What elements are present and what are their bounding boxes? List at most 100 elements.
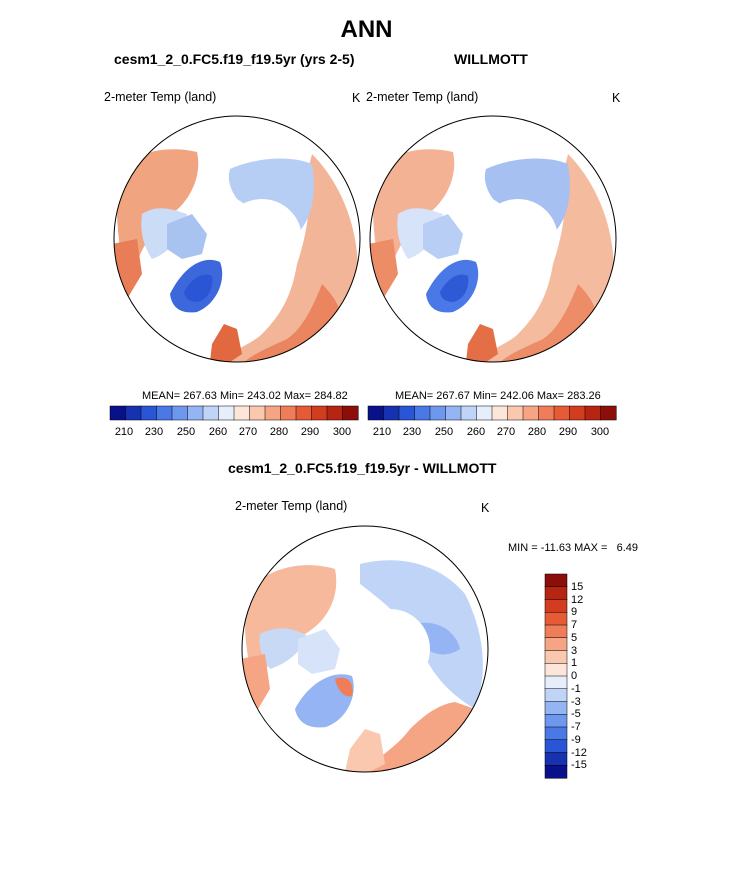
model-variable-label: 2-meter Temp (land) — [104, 90, 217, 104]
model-scandinavia — [210, 324, 242, 362]
model-tick-7: 300 — [332, 426, 352, 438]
obs-colorbar-swatch-14 — [584, 405, 602, 421]
model-colorbar-swatch-2 — [140, 405, 158, 421]
obs-tick-5: 280 — [527, 426, 547, 438]
model-colorbar-swatch-3 — [156, 405, 173, 421]
model-tick-6: 290 — [300, 426, 320, 438]
obs-tick-6: 290 — [558, 426, 578, 438]
diff-colorbar-swatch-3 — [544, 612, 568, 626]
model-greenland-inner — [184, 274, 213, 302]
model-arctic-ocean — [222, 199, 302, 279]
diff-colorbar-swatch-0 — [544, 573, 568, 588]
model-colorbar-swatch-8 — [233, 405, 251, 421]
model-tick-1: 230 — [144, 426, 164, 438]
diff-colorbar-swatch-10 — [544, 701, 568, 715]
diff-colorbar-swatch-5 — [544, 637, 568, 652]
diff-tick-1: 12 — [571, 594, 584, 606]
diff-archipelago — [298, 629, 340, 674]
model-colorbar-swatch-5 — [187, 405, 204, 421]
obs-colorbar-swatch-4 — [429, 405, 447, 421]
obs-colorbar-swatch-6 — [460, 405, 478, 421]
obs-colorbar-swatches — [367, 405, 617, 421]
obs-colorbar-swatch-2 — [398, 405, 416, 421]
diff-tick-2: 9 — [571, 606, 578, 618]
obs-scandinavia — [466, 324, 498, 362]
diff-tick-12: -9 — [571, 734, 581, 746]
model-units-label: K — [352, 91, 361, 105]
diff-colorbar-swatch-2 — [544, 599, 568, 613]
obs-colorbar-swatch-0 — [367, 405, 385, 421]
model-colorbar-swatch-7 — [218, 405, 235, 421]
diff-stats: MIN = -11.63 MAX = 6.49 — [508, 542, 639, 554]
obs-archipelago — [423, 214, 463, 259]
model-tick-5: 280 — [269, 426, 289, 438]
diff-tick-0: 15 — [571, 581, 584, 593]
diff-greenland-warm — [335, 677, 353, 697]
obs-panel-title: WILLMOTT — [454, 51, 528, 67]
model-colorbar-swatch-11 — [280, 405, 297, 421]
diff-colorbar-swatches — [544, 573, 568, 779]
diff-scandinavia — [345, 729, 385, 772]
model-tick-0: 210 — [114, 426, 134, 438]
diff-colorbar-ticks: 15 12 9 7 5 3 1 0 -1 -3 -5 -7 -9 -12 -15 — [571, 574, 611, 784]
obs-colorbar-swatch-8 — [491, 405, 509, 421]
model-colorbar-swatch-4 — [171, 405, 189, 421]
diff-tick-8: -1 — [571, 683, 581, 695]
obs-tick-3: 260 — [466, 426, 486, 438]
diff-colorbar-swatch-14 — [544, 752, 568, 766]
obs-colorbar-swatch-3 — [414, 405, 431, 421]
diff-tick-6: 1 — [571, 657, 578, 669]
diff-tick-7: 0 — [571, 670, 578, 682]
model-colorbar-swatch-10 — [264, 405, 282, 421]
diff-colorbar-swatch-9 — [544, 688, 568, 703]
model-archipelago — [167, 214, 207, 259]
obs-tick-1: 230 — [402, 426, 422, 438]
diff-colorbar-swatch-12 — [544, 726, 568, 741]
model-tick-3: 260 — [208, 426, 228, 438]
diff-eurasia-warm — [360, 702, 475, 772]
diff-panel-title: cesm1_2_0.FC5.f19_f19.5yr - WILLMOTT — [228, 460, 497, 476]
diff-units-label: K — [481, 501, 490, 515]
obs-colorbar-swatch-1 — [383, 405, 400, 421]
obs-tick-7: 300 — [590, 426, 610, 438]
diff-tick-10: -5 — [571, 708, 581, 720]
diff-colorbar-swatch-4 — [544, 624, 568, 639]
diff-colorbar-swatch-15 — [544, 765, 568, 779]
diff-colorbar — [544, 573, 568, 779]
model-colorbar-swatch-6 — [202, 405, 220, 421]
diff-colorbar-swatch-13 — [544, 739, 568, 754]
obs-colorbar — [367, 405, 617, 421]
model-colorbar-swatch-14 — [326, 405, 344, 421]
diff-colorbar-swatch-11 — [544, 714, 568, 728]
diff-map — [241, 525, 489, 773]
model-stats: MEAN= 267.63 Min= 243.02 Max= 284.82 — [142, 390, 348, 402]
obs-colorbar-swatch-10 — [522, 405, 540, 421]
diff-colorbar-swatch-6 — [544, 650, 568, 664]
obs-variable-label: 2-meter Temp (land) — [366, 90, 479, 104]
diff-colorbar-swatch-8 — [544, 675, 568, 690]
obs-tick-0: 210 — [372, 426, 392, 438]
obs-colorbar-swatch-15 — [600, 405, 617, 421]
diff-variable-label: 2-meter Temp (land) — [235, 499, 348, 513]
diff-tick-5: 3 — [571, 645, 578, 657]
model-colorbar-swatch-13 — [311, 405, 328, 421]
model-panel-title: cesm1_2_0.FC5.f19_f19.5yr (yrs 2-5) — [114, 51, 355, 67]
obs-units-label: K — [612, 91, 621, 105]
obs-colorbar-swatch-9 — [507, 405, 524, 421]
diff-tick-11: -7 — [571, 721, 581, 733]
obs-arctic-ocean — [478, 199, 558, 279]
diff-tick-3: 7 — [571, 619, 578, 631]
obs-map — [369, 115, 617, 363]
model-colorbar-swatch-15 — [342, 405, 359, 421]
diff-colorbar-swatch-1 — [544, 586, 568, 601]
diff-tick-9: -3 — [571, 696, 581, 708]
model-colorbar-swatch-1 — [125, 405, 142, 421]
obs-colorbar-swatch-7 — [476, 405, 493, 421]
model-colorbar-swatches — [109, 405, 359, 421]
model-colorbar-swatch-0 — [109, 405, 127, 421]
diff-tick-4: 5 — [571, 632, 578, 644]
obs-colorbar-swatch-12 — [553, 405, 571, 421]
obs-colorbar-swatch-11 — [538, 405, 555, 421]
diff-north-america-cool — [259, 628, 308, 669]
diff-tick-14: -15 — [571, 759, 587, 771]
